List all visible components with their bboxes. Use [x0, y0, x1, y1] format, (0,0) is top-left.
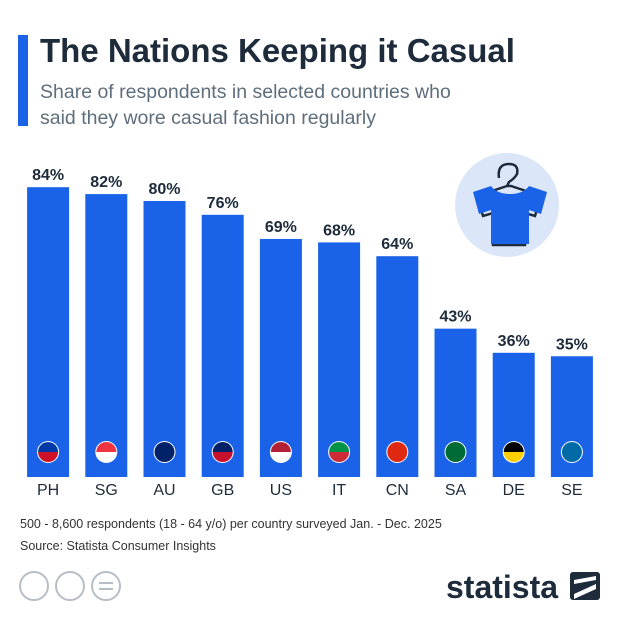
- flag-bottom: [445, 452, 466, 462]
- flag-bottom: [329, 452, 350, 462]
- x-tick-label: SA: [445, 482, 467, 499]
- x-tick-label: AU: [153, 482, 175, 499]
- flag-top: [96, 442, 117, 452]
- bar: [201, 214, 244, 478]
- accent-bar: [18, 35, 28, 126]
- flag-bottom: [270, 452, 291, 462]
- flag-icon: [211, 441, 234, 463]
- flag-top: [212, 442, 233, 453]
- flag-bottom: [96, 452, 117, 462]
- x-tick-label: CN: [386, 482, 409, 499]
- shirt-icon: [455, 153, 559, 257]
- brand-logo: statista: [446, 569, 558, 605]
- flag-bottom: [561, 452, 582, 462]
- flag-top: [38, 442, 59, 452]
- value-label: 84%: [32, 167, 64, 184]
- value-label: 76%: [207, 195, 239, 212]
- bar: [259, 238, 302, 477]
- x-tick-label: SG: [95, 482, 118, 499]
- flag-icon: [328, 441, 351, 463]
- brand-mark: [570, 572, 600, 600]
- flag-icon: [153, 441, 176, 463]
- x-tick-label: IT: [332, 482, 346, 499]
- value-label: 82%: [90, 174, 122, 191]
- bar: [376, 256, 419, 477]
- flag-top: [561, 442, 582, 452]
- x-tick-label: US: [270, 482, 292, 499]
- flag-bottom: [387, 452, 408, 462]
- flag-icon: [386, 441, 409, 463]
- flag-bottom: [503, 452, 524, 462]
- value-label: 64%: [381, 236, 413, 253]
- value-label: 35%: [556, 336, 588, 353]
- value-label: 69%: [265, 219, 297, 236]
- bar: [85, 194, 128, 477]
- flag-icon: [95, 441, 118, 463]
- x-tick-label: PH: [37, 482, 59, 499]
- x-tick-label: GB: [211, 482, 234, 499]
- flag-icon: [444, 441, 467, 463]
- note: 500 - 8,600 respondents (18 - 64 y/o) pe…: [20, 517, 442, 531]
- flag-bottom: [38, 452, 59, 462]
- chart-title: The Nations Keeping it Casual: [40, 32, 515, 69]
- x-tick-label: DE: [503, 482, 525, 499]
- flag-top: [154, 442, 175, 452]
- bar: [318, 242, 361, 477]
- value-label: 68%: [323, 222, 355, 239]
- flag-icon: [502, 441, 525, 463]
- bar: [27, 187, 70, 477]
- x-tick-label: SE: [561, 482, 582, 499]
- bar: [143, 201, 186, 477]
- flag-top: [270, 442, 291, 452]
- flag-bottom: [154, 452, 175, 462]
- flag-top: [445, 442, 466, 452]
- flag-top: [503, 442, 524, 452]
- value-label: 80%: [148, 181, 180, 198]
- flag-bottom: [212, 452, 233, 462]
- value-label: 43%: [439, 309, 471, 326]
- value-label: 36%: [498, 333, 530, 350]
- license-icons: [19, 571, 121, 601]
- flag-icon: [269, 441, 292, 463]
- chart-subtitle: Share of respondents in selected countri…: [40, 81, 451, 129]
- flag-icon: [560, 441, 583, 463]
- flag-top: [329, 442, 350, 452]
- flag-icon: [37, 441, 60, 463]
- flag-top: [387, 442, 408, 452]
- source: Source: Statista Consumer Insights: [20, 539, 216, 553]
